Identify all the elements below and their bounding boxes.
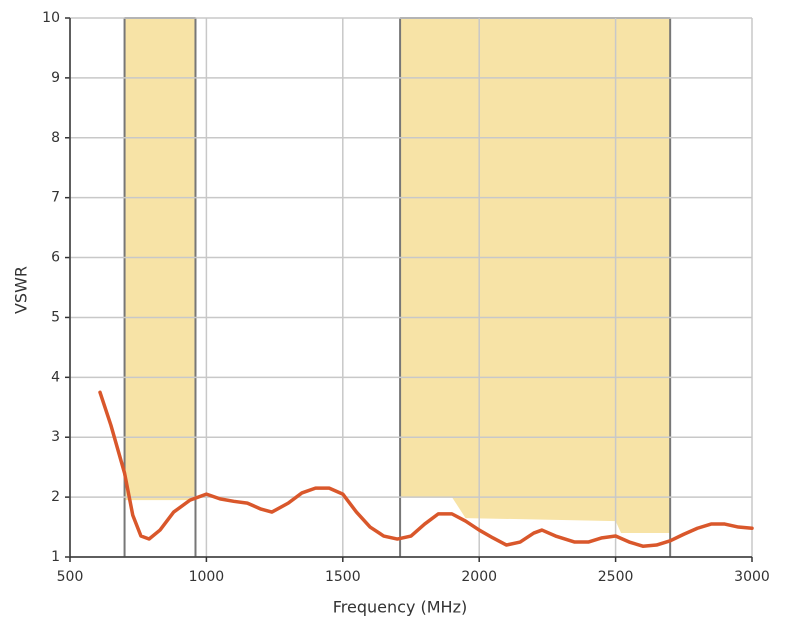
y-tick-label: 2 [51, 489, 60, 505]
y-tick-label: 5 [51, 309, 60, 325]
y-tick-label: 3 [51, 429, 60, 445]
x-tick-label: 2500 [598, 569, 634, 585]
y-tick-label: 9 [51, 70, 60, 86]
y-tick-label: 6 [51, 250, 60, 266]
y-tick-label: 4 [51, 369, 60, 385]
vswr-line [98, 390, 754, 548]
x-tick-label: 1500 [325, 569, 361, 585]
y-axis-label: VSWR [12, 266, 31, 314]
band [400, 18, 671, 534]
x-tick-label: 2000 [461, 569, 497, 585]
band [124, 18, 196, 501]
y-tick-label: 10 [42, 10, 60, 26]
x-tick-label: 500 [57, 569, 84, 585]
x-tick-label: 3000 [734, 569, 770, 585]
y-tick-label: 8 [51, 130, 60, 146]
x-tick-label: 1000 [189, 569, 225, 585]
x-axis-label: Frequency (MHz) [333, 598, 467, 617]
y-tick-label: 1 [51, 549, 60, 565]
y-tick-label: 7 [51, 190, 60, 206]
